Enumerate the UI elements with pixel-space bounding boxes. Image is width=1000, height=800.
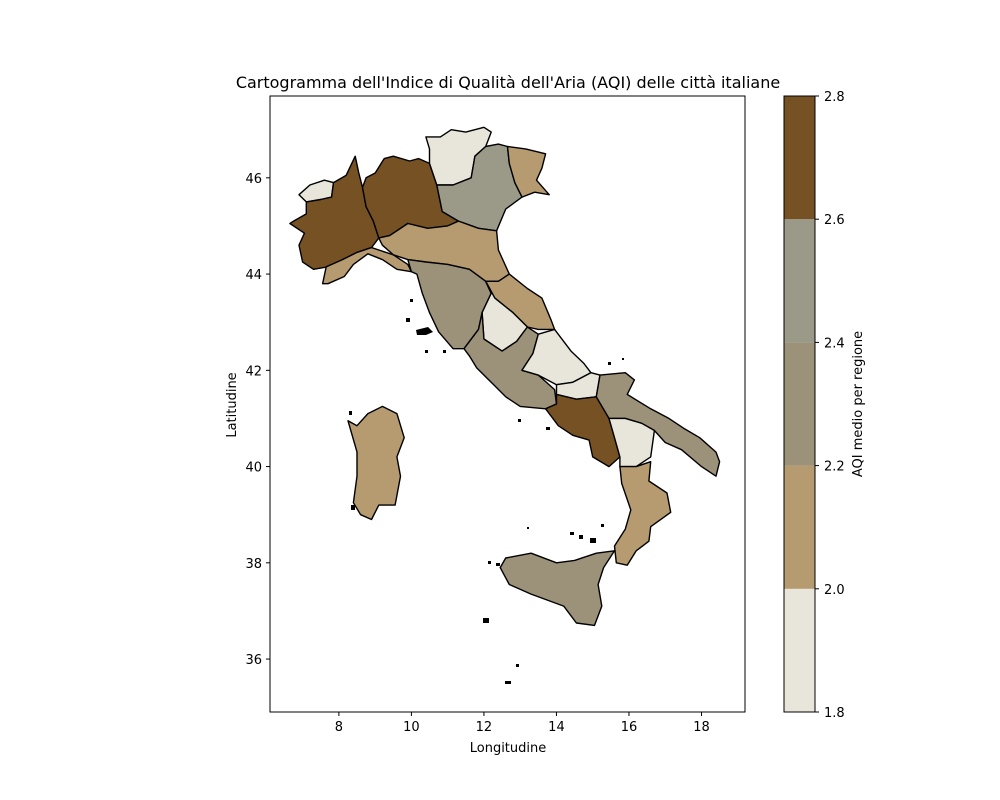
island-ponza [518, 419, 521, 422]
region-marche [485, 273, 556, 331]
island-giglio [425, 350, 428, 353]
y-tick-label: 40 [245, 461, 262, 476]
y-tick-label: 46 [245, 172, 262, 187]
colorbar-bin [784, 588, 815, 712]
island-montecristo [443, 350, 446, 353]
map-axes-frame [269, 95, 746, 713]
colorbar-tick-label: 2.6 [824, 213, 845, 228]
island-tremiti-2 [622, 358, 624, 360]
island-egadi-2 [496, 563, 500, 566]
colorbar: 1.8 2.0 2.2 2.4 2.6 2.8 AQI medio per regione [783, 90, 866, 721]
island-aeolian-1 [570, 532, 574, 535]
colorbar-tick-label: 2.2 [824, 460, 845, 475]
island-pantelleria [483, 618, 489, 623]
island-san-pietro [351, 505, 355, 510]
colorbar-tick-label: 2.0 [824, 583, 845, 598]
region-friuli-venezia-giulia [506, 145, 550, 198]
y-tick-label: 44 [245, 268, 262, 283]
y-axis-ticks: 36 38 40 42 44 46 [245, 172, 270, 668]
y-axis-label: Latitudine [225, 372, 240, 437]
colorbar-tick-label: 1.8 [824, 706, 845, 721]
island-tremiti [608, 362, 611, 365]
island-lampedusa [505, 681, 511, 684]
island-aeolian-2 [579, 535, 583, 539]
x-tick-label: 16 [621, 720, 638, 735]
y-tick-label: 36 [245, 653, 262, 668]
x-tick-label: 14 [548, 720, 565, 735]
island-capraia [406, 318, 410, 322]
colorbar-bin [784, 96, 815, 220]
chart-title: Cartogramma dell'Indice di Qualità dell'… [236, 73, 780, 92]
region-calabria [613, 461, 672, 566]
x-tick-label: 8 [335, 720, 343, 735]
x-axis-label: Longitudine [470, 741, 547, 756]
x-tick-label: 12 [476, 720, 493, 735]
island-ischia [546, 427, 550, 430]
minor-islands [349, 299, 624, 684]
colorbar-bin [784, 342, 815, 466]
colorbar-bin [784, 219, 815, 343]
colorbar-tick-label: 2.8 [824, 90, 845, 105]
region-layer [289, 126, 721, 627]
colorbar-bin [784, 465, 815, 589]
colorbar-ticks: 1.8 2.0 2.2 2.4 2.6 2.8 [815, 90, 845, 721]
island-elba [416, 327, 433, 335]
region-basilicata [608, 417, 656, 468]
island-aeolian-3 [590, 538, 596, 543]
y-tick-label: 38 [245, 557, 262, 572]
island-stromboli [601, 524, 604, 527]
island-gorgona [410, 299, 413, 302]
region-sicilia [499, 550, 616, 627]
x-axis-ticks: 8 10 12 14 16 18 [335, 712, 710, 735]
y-tick-label: 42 [245, 364, 262, 379]
x-tick-label: 10 [403, 720, 420, 735]
island-egadi-1 [488, 561, 491, 564]
colorbar-tick-label: 2.4 [824, 336, 845, 351]
colorbar-frame [783, 95, 816, 713]
island-ustica [527, 527, 529, 529]
x-tick-label: 18 [693, 720, 710, 735]
region-sardegna [347, 405, 405, 521]
colorbar-bins [784, 96, 815, 712]
island-asinara [349, 411, 352, 415]
island-linosa [516, 664, 519, 667]
colorbar-label: AQI medio per regione [851, 331, 866, 477]
